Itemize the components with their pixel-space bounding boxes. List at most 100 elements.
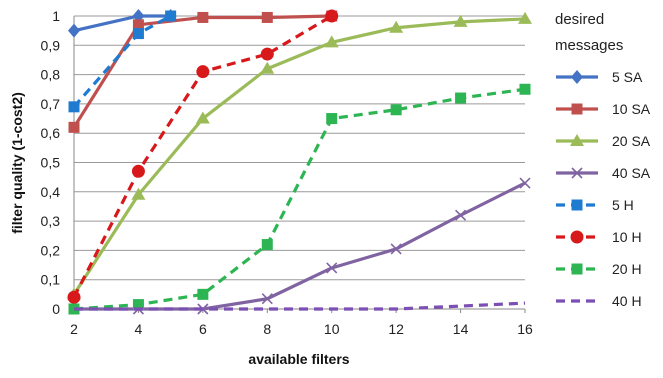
legend-label: 5 H [612, 197, 634, 213]
x-tick-label: 6 [199, 321, 207, 337]
marker-stroke [455, 209, 467, 221]
legend: desired messages 5 SA 10 SA 20 SA 40 SA 5 H 1… [555, 11, 651, 309]
data-point-10-sa [261, 11, 273, 23]
data-point-20-h [326, 113, 338, 125]
y-tick-label: 0,3 [41, 213, 61, 229]
series-line-20-h [73, 87, 526, 311]
data-point-20-sa [389, 20, 404, 33]
data-point-5-h [132, 28, 144, 40]
data-point-40-sa [519, 177, 531, 189]
data-point-20-sa [518, 11, 532, 24]
legend-title-line-2: messages [555, 37, 623, 54]
y-tick-label: 0,2 [41, 242, 61, 258]
legend-swatch-marker [570, 134, 584, 146]
data-point-20-h [132, 299, 144, 311]
y-tick-label: 0 [52, 301, 60, 317]
legend-swatch-marker [571, 70, 583, 84]
series-40-h [74, 301, 526, 311]
x-tick-label: 12 [388, 321, 404, 337]
data-point-20-h [390, 104, 402, 116]
legend-entry-5-sa: 5 SA [556, 69, 643, 85]
legend-entry-40-sa: 40 SA [556, 165, 651, 181]
series-line-40-sa [74, 181, 526, 311]
data-point-20-sa [453, 14, 468, 27]
legend-label: 10 SA [612, 101, 651, 117]
data-point-40-sa [326, 262, 338, 274]
x-tick-label: 4 [135, 321, 143, 337]
legend-title-line-1: desired [555, 11, 604, 28]
legend-entry-40-h: 40 H [556, 293, 642, 309]
axes [73, 16, 526, 313]
x-tick-label: 10 [324, 321, 340, 337]
data-point-10-h [131, 164, 145, 178]
data-point-20-h [261, 239, 273, 251]
series-line-5-h [72, 14, 172, 108]
y-tick-label: 0,4 [41, 184, 61, 200]
series-10-h [67, 9, 339, 304]
legend-label: 40 SA [612, 165, 651, 181]
marker-stroke [519, 177, 531, 189]
data-point-10-h [325, 9, 339, 23]
data-point-20-sa [260, 61, 275, 74]
data-point-20-h [197, 288, 209, 300]
data-point-20-sa [195, 111, 210, 124]
y-tick-label: 0,8 [41, 67, 61, 83]
data-point-10-sa [197, 11, 209, 23]
data-point-40-sa [455, 209, 467, 221]
legend-entry-5-h: 5 H [556, 197, 634, 213]
y-tick-label: 0,1 [41, 272, 61, 288]
y-tick-label: 1 [52, 8, 60, 24]
gridlines [74, 15, 525, 281]
marker-stroke [261, 293, 273, 305]
marker-stroke [571, 167, 583, 179]
data-point-20-sa [324, 35, 339, 48]
data-point-20-h [455, 92, 467, 104]
legend-label: 20 SA [612, 133, 651, 149]
data-point-10-sa [132, 19, 144, 31]
marker-stroke [326, 262, 338, 274]
legend-label: 40 H [612, 293, 642, 309]
legend-swatch-marker [571, 167, 583, 179]
legend-entry-20-sa: 20 SA [556, 133, 651, 149]
legend-swatch-marker [570, 230, 584, 244]
data-point-40-sa [261, 293, 273, 305]
plot-area [67, 9, 532, 315]
y-tick-label: 0,7 [41, 96, 61, 112]
series-line-20-sa [72, 17, 526, 296]
series-20-sa [67, 11, 532, 300]
x-axis-title: available filters [248, 351, 349, 367]
marker-stroke [390, 243, 402, 255]
legend-entry-20-h: 20 H [556, 261, 642, 277]
data-point-10-h [67, 290, 81, 304]
data-point-5-h [165, 10, 177, 22]
legend-swatch-marker [571, 103, 583, 115]
data-point-20-h [519, 83, 531, 95]
data-point-10-h [196, 65, 210, 79]
legend-label: 20 H [612, 261, 642, 277]
legend-entry-10-sa: 10 SA [556, 101, 651, 117]
tick-labels: 00,10,20,30,40,50,60,70,80,912 4 6 8 10 12 14 1… [41, 8, 533, 337]
legend-label: 5 SA [612, 69, 643, 85]
x-tick-label: 16 [517, 321, 533, 337]
legend-swatch-marker [571, 263, 583, 275]
legend-entry-10-h: 10 H [556, 229, 642, 245]
series-line-40-h [74, 301, 526, 311]
data-point-10-sa [68, 121, 80, 133]
x-tick-label: 14 [453, 321, 469, 337]
data-point-10-h [260, 47, 274, 61]
y-tick-label: 0,9 [41, 37, 61, 53]
data-point-5-h [68, 101, 80, 113]
y-tick-label: 0,6 [41, 125, 61, 141]
data-point-20-sa [131, 187, 146, 200]
y-axis-title: filter quality (1-cost2) [9, 92, 25, 234]
y-tick-label: 0,5 [41, 155, 61, 171]
data-point-5-sa [68, 23, 80, 38]
data-point-40-sa [390, 243, 402, 255]
x-tick-label: 2 [70, 321, 78, 337]
series-5-h [68, 10, 177, 113]
legend-label: 10 H [612, 229, 642, 245]
x-tick-label: 8 [263, 321, 271, 337]
legend-swatch-marker [571, 199, 583, 211]
